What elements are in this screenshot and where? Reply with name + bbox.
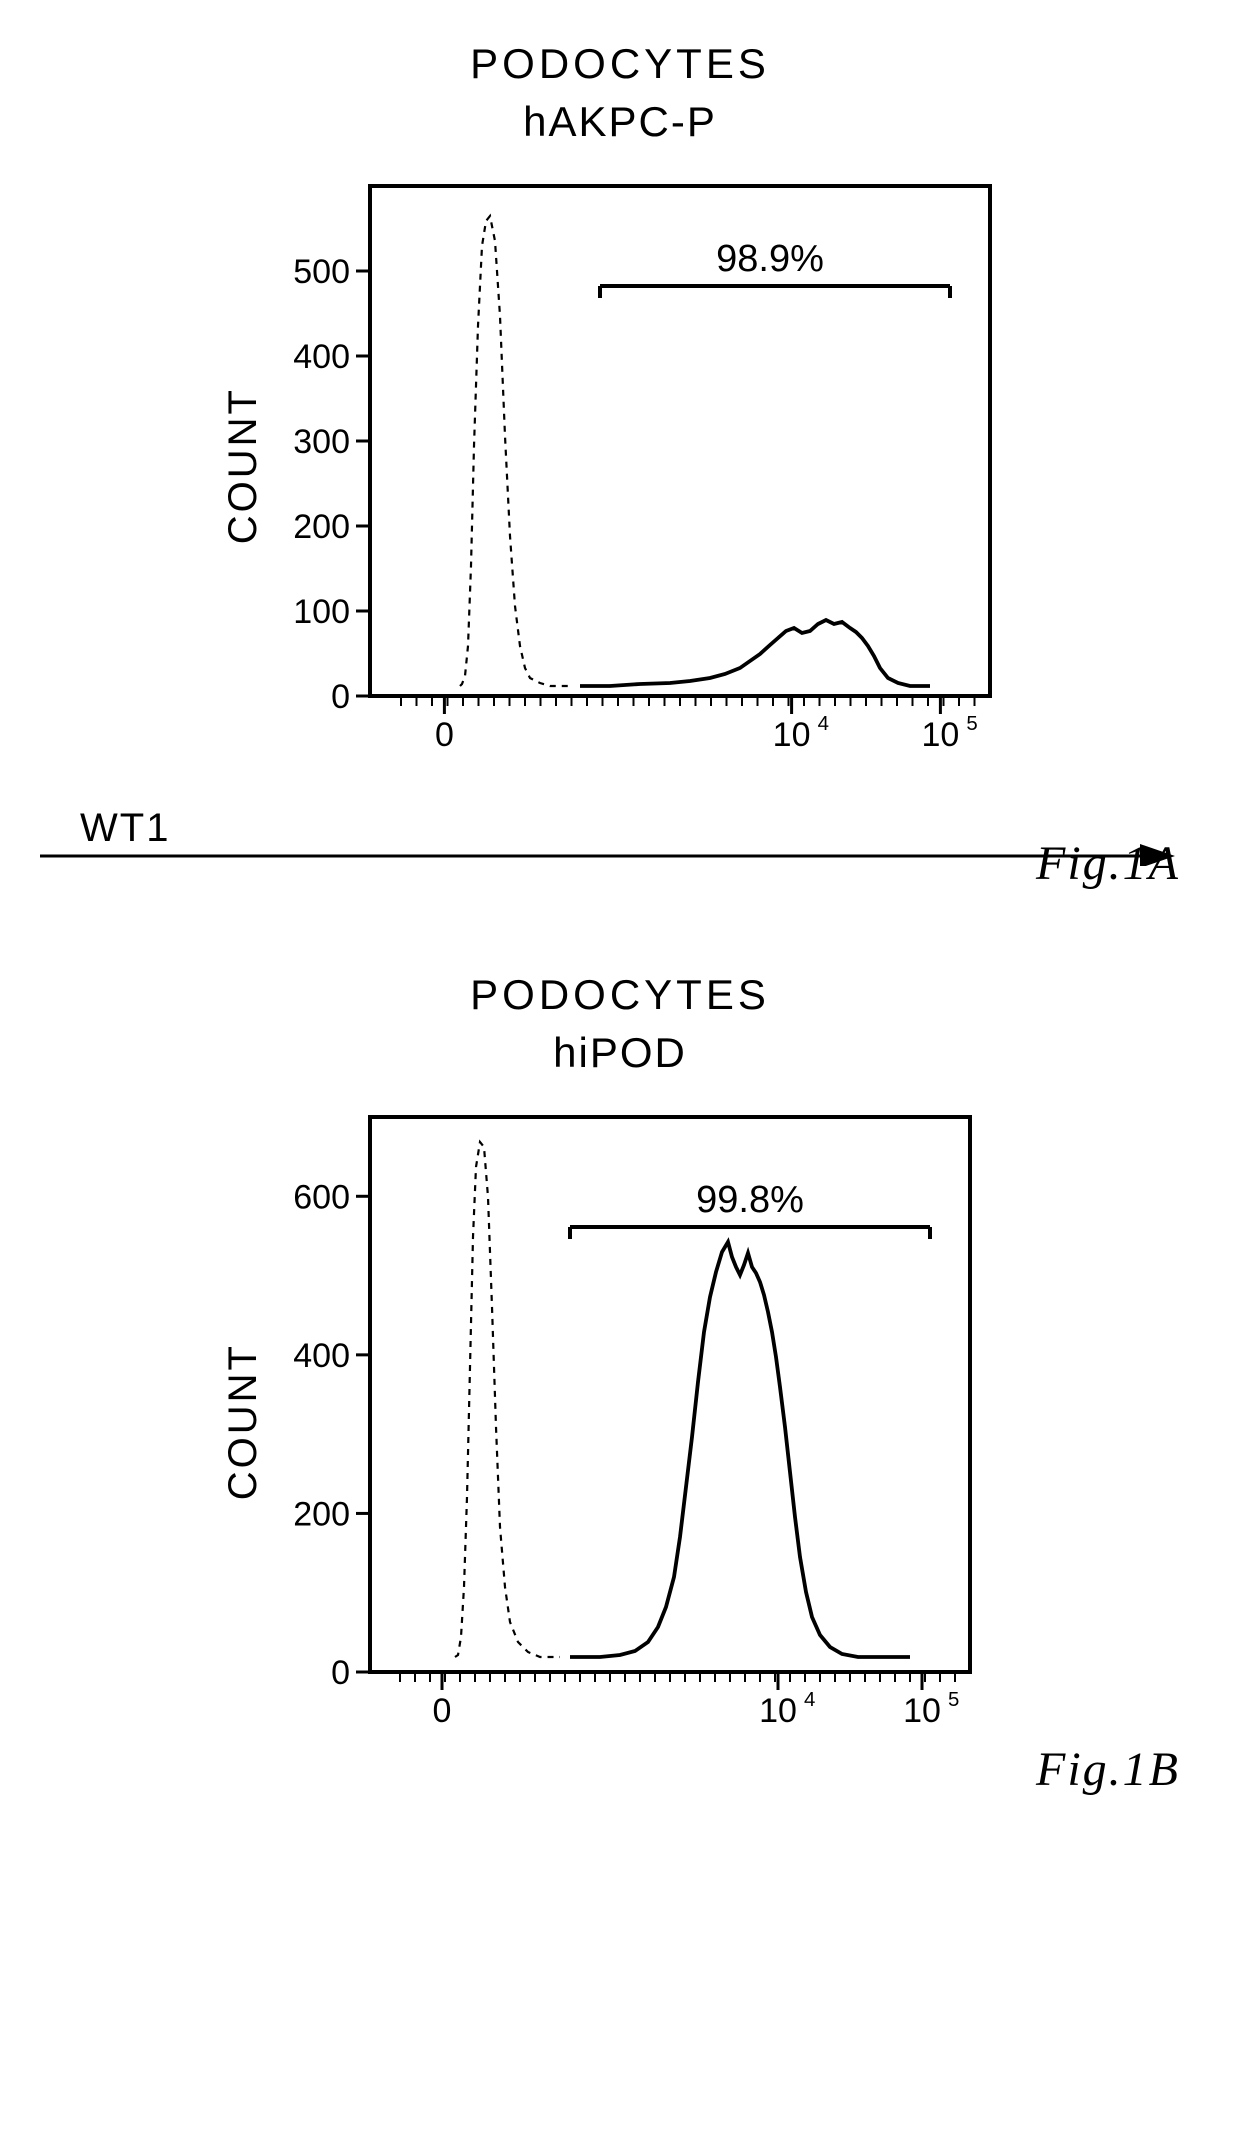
svg-text:300: 300 <box>293 423 350 461</box>
figure-1a: PODOCYTES hAKPC-P COUNT 0100200300400500… <box>0 40 1240 871</box>
svg-text:10: 10 <box>772 716 810 754</box>
svg-text:400: 400 <box>293 338 350 376</box>
svg-text:5: 5 <box>966 713 977 735</box>
svg-text:500: 500 <box>293 253 350 291</box>
wt1-label: WT1 <box>80 806 170 851</box>
fig1b-ylabel: COUNT <box>221 1343 266 1500</box>
svg-text:5: 5 <box>948 1689 959 1711</box>
svg-text:600: 600 <box>293 1178 350 1216</box>
fig1b-title: PODOCYTES <box>0 971 1240 1019</box>
svg-text:200: 200 <box>293 508 350 546</box>
fig1a-ylabel: COUNT <box>221 387 266 544</box>
svg-text:10: 10 <box>903 1692 941 1730</box>
fig1a-title: PODOCYTES <box>0 40 1240 88</box>
svg-text:400: 400 <box>293 1337 350 1375</box>
svg-text:4: 4 <box>817 713 828 735</box>
figure-1b: PODOCYTES hiPOD COUNT 0 200 400 600 0 10 4 10 5 9… <box>0 971 1240 1747</box>
fig1b-caption: Fig.1B <box>1036 1742 1180 1797</box>
svg-text:99.8%: 99.8% <box>696 1179 804 1221</box>
svg-text:0: 0 <box>331 678 350 716</box>
svg-text:0: 0 <box>331 1654 350 1692</box>
svg-text:10: 10 <box>759 1692 797 1730</box>
svg-text:0: 0 <box>432 1692 451 1730</box>
fig1b-subtitle: hiPOD <box>0 1029 1240 1077</box>
fig1a-subtitle: hAKPC-P <box>0 98 1240 146</box>
fig1a-caption: Fig.1A <box>1036 836 1180 891</box>
fig1b-plot: 0 200 400 600 0 10 4 10 5 99.8% <box>280 1097 1020 1747</box>
svg-text:0: 0 <box>434 716 453 754</box>
svg-text:100: 100 <box>293 593 350 631</box>
fig1a-plot: 0 100 200 300 400 500 0 10 4 10 5 98.9% <box>280 166 1020 766</box>
svg-text:200: 200 <box>293 1495 350 1533</box>
svg-text:98.9%: 98.9% <box>716 238 824 280</box>
svg-text:4: 4 <box>804 1689 815 1711</box>
svg-text:10: 10 <box>921 716 959 754</box>
